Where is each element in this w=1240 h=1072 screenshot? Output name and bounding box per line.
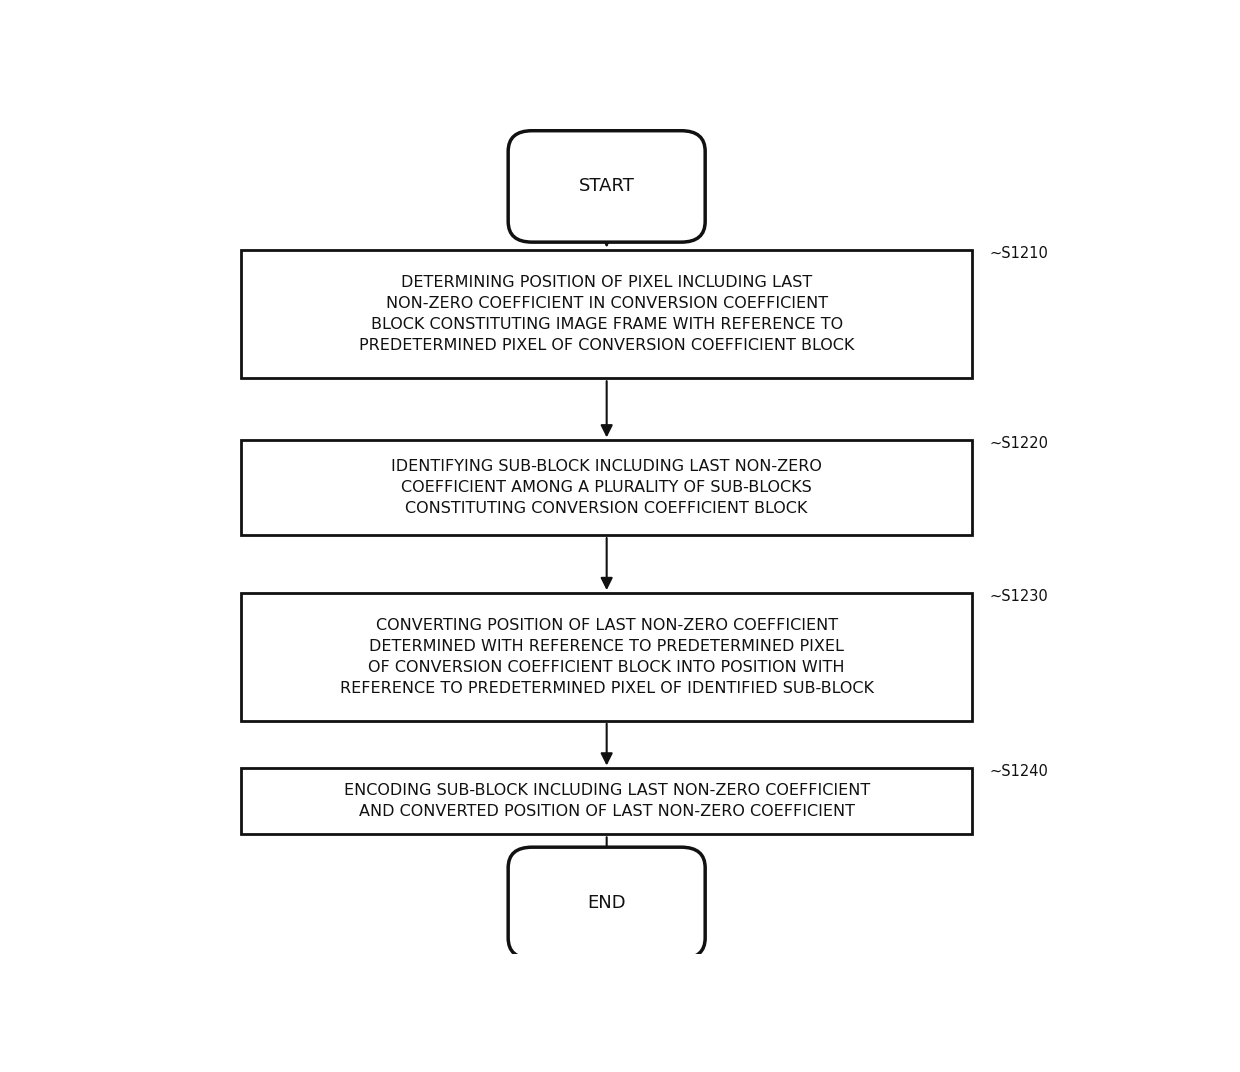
Bar	[242, 593, 972, 720]
Text: ~S1210: ~S1210	[990, 247, 1048, 262]
Text: ~S1230: ~S1230	[990, 589, 1048, 604]
Text: ~S1240: ~S1240	[990, 764, 1048, 779]
Bar	[242, 251, 972, 378]
Text: CONVERTING POSITION OF LAST NON-ZERO COEFFICIENT
DETERMINED WITH REFERENCE TO PR: CONVERTING POSITION OF LAST NON-ZERO COE…	[340, 617, 874, 696]
Text: DETERMINING POSITION OF PIXEL INCLUDING LAST
NON-ZERO COEFFICIENT IN CONVERSION : DETERMINING POSITION OF PIXEL INCLUDING …	[360, 276, 854, 354]
Text: ~S1220: ~S1220	[990, 436, 1048, 451]
Bar	[242, 441, 972, 535]
FancyBboxPatch shape	[508, 131, 706, 242]
Text: START: START	[579, 178, 635, 195]
Text: END: END	[588, 894, 626, 912]
Text: IDENTIFYING SUB-BLOCK INCLUDING LAST NON-ZERO
COEFFICIENT AMONG A PLURALITY OF S: IDENTIFYING SUB-BLOCK INCLUDING LAST NON…	[392, 459, 822, 517]
Text: ENCODING SUB-BLOCK INCLUDING LAST NON-ZERO COEFFICIENT
AND CONVERTED POSITION OF: ENCODING SUB-BLOCK INCLUDING LAST NON-ZE…	[343, 784, 869, 819]
Bar	[242, 769, 972, 834]
FancyBboxPatch shape	[508, 847, 706, 958]
